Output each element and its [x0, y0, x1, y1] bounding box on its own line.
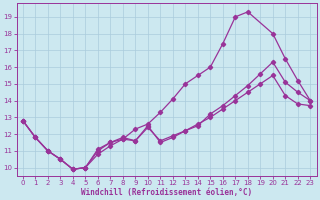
X-axis label: Windchill (Refroidissement éolien,°C): Windchill (Refroidissement éolien,°C) — [81, 188, 252, 197]
